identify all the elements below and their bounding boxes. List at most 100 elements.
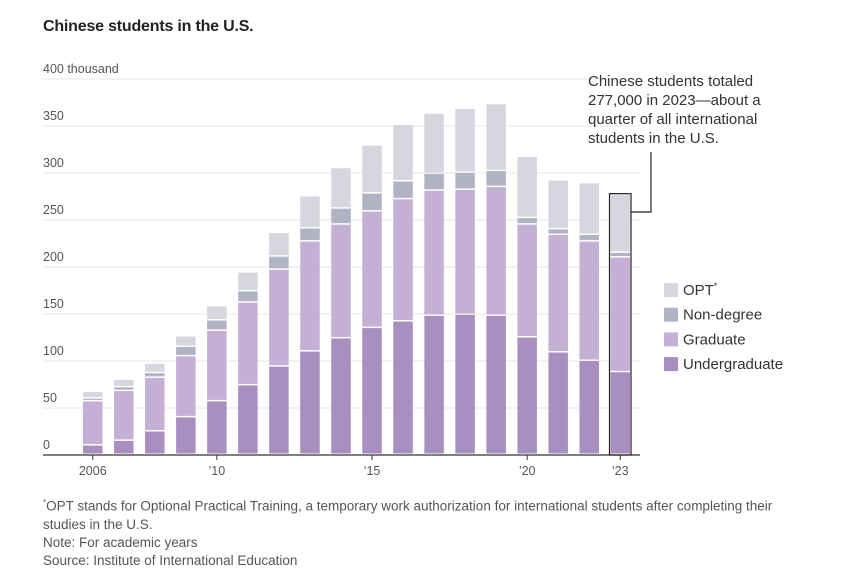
- bar-segment-undergraduate-2023: [610, 372, 631, 454]
- bar-segment-undergraduate-2013: [300, 351, 320, 454]
- legend-swatch: [664, 307, 678, 322]
- chart-title: Chinese students in the U.S.: [43, 18, 254, 35]
- bar-segment-opt-2008: [145, 363, 165, 372]
- footnotes: *OPT stands for Optional Practical Train…: [43, 494, 833, 570]
- bar-segment-opt-2015: [362, 145, 382, 193]
- y-tick-label: 250: [43, 203, 64, 217]
- opt-footnote: *OPT stands for Optional Practical Train…: [43, 498, 773, 514]
- legend-label: Non-degree: [683, 307, 762, 324]
- bar-segment-graduate-2008: [145, 377, 165, 430]
- bar-segment-opt-2022: [579, 183, 599, 234]
- bar-segment-graduate-2022: [579, 241, 599, 360]
- y-tick-label: 350: [43, 109, 64, 123]
- y-tick-label: 50: [43, 391, 57, 405]
- bar-segment-non-degree-2016: [393, 181, 413, 198]
- x-tick-label: ’15: [364, 464, 381, 478]
- y-tick-label: 300: [43, 156, 64, 170]
- y-tick-label: 0: [43, 438, 50, 452]
- bar-segment-graduate-2010: [207, 330, 227, 400]
- bar-segment-undergraduate-2017: [424, 315, 444, 454]
- highlight-box: [608, 193, 632, 456]
- bar-segment-graduate-2023: [610, 257, 631, 371]
- bar-segment-graduate-2007: [114, 391, 134, 440]
- bar-segment-undergraduate-2021: [548, 352, 568, 454]
- annotation-line: Chinese students totaled: [588, 73, 753, 90]
- bar-segment-opt-2019: [486, 104, 506, 170]
- bar-segment-opt-2017: [424, 113, 444, 173]
- y-tick-label: 200: [43, 250, 64, 264]
- bar-segment-opt-2020: [517, 157, 537, 217]
- x-axis: 2006 ’10 ’15 ’20 ’23: [43, 454, 640, 478]
- bar-segment-non-degree-2013: [300, 228, 320, 241]
- annotation: Chinese students totaled 277,000 in 2023—…: [588, 73, 761, 456]
- opt-footnote-cont: studies in the U.S.: [43, 516, 153, 532]
- bar-segment-undergraduate-2014: [331, 338, 351, 454]
- legend-label: Undergraduate: [683, 356, 783, 373]
- bar-segment-opt-2006: [83, 392, 103, 398]
- y-axis: 0 50 100 150 200 250 300 350 400 thousand: [43, 62, 119, 452]
- bar-segment-graduate-2014: [331, 224, 351, 337]
- bar-segment-graduate-2009: [176, 356, 196, 416]
- bar-segment-opt-2013: [300, 196, 320, 227]
- bar-segment-graduate-2013: [300, 241, 320, 351]
- bar-segment-undergraduate-2010: [207, 401, 227, 454]
- bar-segment-non-degree-2011: [238, 291, 258, 302]
- bars: [83, 104, 631, 454]
- bar-segment-graduate-2020: [517, 224, 537, 336]
- bar-segment-non-degree-2008: [145, 373, 165, 377]
- bar-segment-opt-2011: [238, 272, 258, 290]
- bar-segment-non-degree-2006: [83, 398, 103, 400]
- bar-segment-opt-2012: [269, 233, 289, 256]
- bar-segment-non-degree-2009: [176, 346, 196, 355]
- bar-segment-opt-2009: [176, 336, 196, 346]
- x-tick-label: ’10: [209, 464, 226, 478]
- y-tick-label: 400 thousand: [43, 62, 119, 76]
- legend: OPT* Non-degree Graduate Undergraduate: [664, 281, 783, 373]
- bar-segment-opt-2014: [331, 168, 351, 208]
- y-tick-label: 100: [43, 344, 64, 358]
- bar-segment-non-degree-2022: [579, 235, 599, 241]
- bar-segment-undergraduate-2007: [114, 440, 134, 454]
- x-tick-label: ’23: [612, 464, 629, 478]
- bar-segment-non-degree-2020: [517, 218, 537, 224]
- legend-swatch: [664, 357, 678, 372]
- annotation-line: 277,000 in 2023—about a: [588, 92, 761, 109]
- bar-segment-graduate-2012: [269, 269, 289, 366]
- x-tick-label: 2006: [79, 464, 107, 478]
- annotation-leader: [631, 152, 652, 213]
- y-tick-label: 150: [43, 297, 64, 311]
- bar-segment-non-degree-2019: [486, 171, 506, 186]
- bar-segment-graduate-2017: [424, 190, 444, 315]
- bar-segment-undergraduate-2022: [579, 361, 599, 454]
- bar-segment-undergraduate-2008: [145, 431, 165, 454]
- bar-segment-undergraduate-2018: [455, 314, 475, 454]
- bar-segment-opt-2018: [455, 109, 475, 172]
- legend-swatch: [664, 283, 678, 297]
- bar-segment-graduate-2019: [486, 187, 506, 315]
- bar-segment-opt-2007: [114, 379, 134, 386]
- bar-segment-undergraduate-2019: [486, 315, 506, 454]
- bar-segment-opt-2010: [207, 306, 227, 320]
- bar-segment-graduate-2016: [393, 199, 413, 321]
- bar-segment-non-degree-2023: [610, 252, 631, 257]
- bar-segment-graduate-2006: [83, 401, 103, 445]
- x-tick-label: ’20: [519, 464, 536, 478]
- bar-segment-non-degree-2014: [331, 208, 351, 224]
- bar-segment-non-degree-2021: [548, 229, 568, 234]
- bar-segment-non-degree-2015: [362, 193, 382, 211]
- bar-segment-undergraduate-2016: [393, 321, 413, 454]
- annotation-line: students in the U.S.: [588, 130, 719, 147]
- bar-segment-opt-2023: [610, 194, 631, 252]
- bar-segment-undergraduate-2006: [83, 445, 103, 454]
- note: Note: For academic years: [43, 534, 198, 550]
- bar-segment-non-degree-2012: [269, 256, 289, 269]
- legend-label: OPT*: [683, 281, 718, 299]
- bar-segment-undergraduate-2015: [362, 328, 382, 454]
- bar-segment-graduate-2011: [238, 302, 258, 384]
- legend-swatch: [664, 332, 678, 347]
- bar-segment-non-degree-2017: [424, 173, 444, 190]
- bar-segment-undergraduate-2011: [238, 385, 258, 454]
- bar-segment-undergraduate-2020: [517, 337, 537, 454]
- bar-segment-opt-2021: [548, 180, 568, 228]
- source: Source: Institute of International Educa…: [43, 552, 298, 568]
